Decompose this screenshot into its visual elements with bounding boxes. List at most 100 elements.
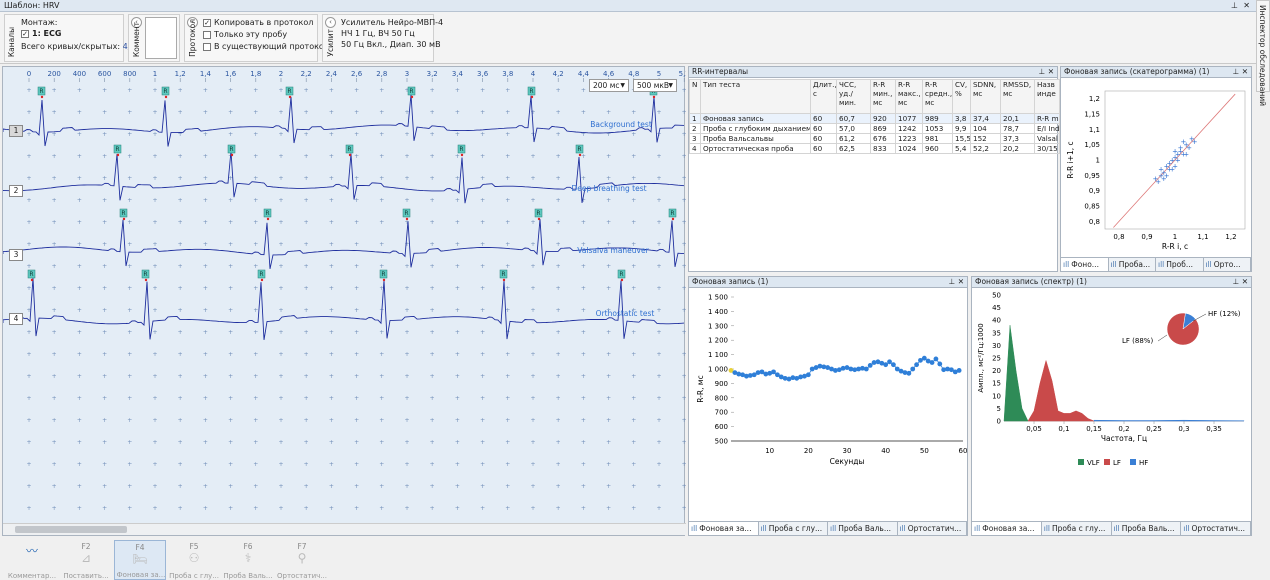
r-peak-marker[interactable] — [285, 86, 294, 96]
data-point[interactable] — [767, 370, 773, 376]
horizontal-scrollbar[interactable] — [3, 523, 686, 535]
line-tab[interactable]: ıll Проба Валь... — [828, 522, 898, 535]
data-point[interactable] — [786, 376, 792, 382]
data-point[interactable] — [918, 357, 923, 363]
data-point[interactable] — [763, 371, 769, 377]
data-point[interactable] — [894, 366, 900, 372]
data-point[interactable] — [747, 373, 753, 378]
close-icon[interactable]: ✕ — [1241, 67, 1248, 76]
data-point[interactable] — [860, 365, 865, 371]
collapse-icon[interactable]: ‹ — [131, 17, 142, 28]
data-point[interactable] — [836, 367, 842, 373]
fkey-button[interactable]: F6 ⚕ Проба Валь... — [222, 540, 274, 580]
pin-icon[interactable]: ⊥ — [1232, 67, 1239, 76]
fkey-button[interactable]: F4 🛏 Фоновая за... — [114, 540, 166, 580]
speed-select[interactable]: ▼ 200 мс — [589, 79, 629, 92]
data-point[interactable] — [794, 375, 800, 381]
table-row[interactable]: 3 Проба Вальсальвы 60 61,2 676 1223 981 15,5 152… — [689, 133, 1060, 144]
r-peak-marker[interactable] — [119, 208, 128, 218]
trace-number[interactable]: 3 — [9, 249, 23, 261]
r-peak-marker[interactable] — [527, 86, 536, 96]
data-point[interactable] — [829, 366, 834, 372]
pin-icon[interactable]: ⊥ — [1231, 1, 1238, 10]
data-point[interactable] — [848, 366, 854, 372]
close-icon[interactable]: ✕ — [1243, 1, 1250, 10]
data-point[interactable] — [867, 363, 873, 368]
scatter-tab[interactable]: ıll Фоно... — [1061, 258, 1109, 271]
data-point[interactable] — [833, 368, 838, 373]
r-peak-marker[interactable] — [617, 269, 626, 279]
r-peak-marker[interactable] — [402, 208, 411, 218]
data-point[interactable] — [732, 370, 738, 375]
data-point[interactable] — [821, 364, 827, 370]
r-peak-marker[interactable] — [499, 269, 508, 279]
data-point[interactable] — [921, 355, 927, 361]
montage-checkbox[interactable]: ✓ — [21, 29, 29, 38]
data-point[interactable] — [949, 367, 954, 373]
fkey-button[interactable]: F5 ⚇ Проба с глу... — [168, 540, 220, 580]
table-row[interactable]: 4 Ортостатическая проба 60 62,5 833 1024 960 5,… — [689, 143, 1060, 154]
line-tab[interactable]: ıll Фоновая за... — [689, 522, 759, 535]
collapse-icon[interactable]: ‹ — [325, 17, 336, 28]
spectrum-tab[interactable]: ıll Фоновая за... — [972, 522, 1042, 535]
data-point[interactable] — [759, 369, 765, 375]
spectrum-tab[interactable]: ıll Ортостатич... — [1181, 522, 1251, 535]
line-tab[interactable]: ıll Ортостатич... — [898, 522, 967, 535]
r-peak-marker[interactable] — [37, 86, 46, 96]
data-point[interactable] — [798, 374, 803, 380]
r-peak-marker[interactable] — [457, 144, 466, 154]
close-icon[interactable]: ✕ — [1047, 67, 1054, 76]
data-point[interactable] — [933, 356, 939, 362]
data-point[interactable] — [817, 363, 823, 369]
data-point[interactable] — [778, 374, 784, 380]
r-peak-marker[interactable] — [345, 144, 354, 154]
rr-column-header[interactable]: R-R мин., мс — [870, 79, 896, 114]
data-point[interactable] — [879, 360, 885, 366]
data-point[interactable] — [856, 366, 861, 372]
data-point[interactable] — [906, 370, 912, 376]
data-point[interactable] — [805, 372, 811, 378]
data-point[interactable] — [910, 366, 916, 372]
ecg-canvas[interactable]: 0 200 400 600 800 1 1,2 1,4 1,6 1,8 2 2,2 2,4 2,6 2,8 3… — [3, 67, 686, 537]
r-peak-marker[interactable] — [113, 144, 122, 154]
scrollbar-thumb[interactable] — [15, 526, 127, 533]
inspector-side-tab[interactable]: Инспектор обследований — [1256, 0, 1270, 106]
scatter-tab[interactable]: ıll Проба... — [1109, 258, 1156, 271]
rr-line-chart[interactable]: 1 500 1 400 1 300 1 200 1 100 1 000 900 800 700 6… — [689, 289, 967, 519]
data-point[interactable] — [825, 365, 831, 370]
trace-number[interactable]: 2 — [9, 185, 23, 197]
data-point[interactable] — [840, 365, 846, 371]
data-point[interactable] — [941, 367, 947, 373]
r-peak-marker[interactable] — [263, 208, 272, 218]
rr-column-header[interactable]: RMSSD, мс — [1000, 79, 1035, 114]
r-peak-marker[interactable] — [668, 208, 677, 218]
data-point[interactable] — [728, 368, 734, 373]
rr-column-header[interactable]: Длит., с — [810, 79, 837, 114]
gain-select[interactable]: ▼ 500 мкВ — [633, 79, 677, 92]
r-peak-marker[interactable] — [227, 144, 236, 154]
data-point[interactable] — [744, 373, 749, 379]
data-point[interactable] — [809, 366, 815, 372]
data-point[interactable] — [782, 375, 788, 381]
data-point[interactable] — [863, 366, 869, 372]
close-icon[interactable]: ✕ — [1241, 277, 1248, 286]
data-point[interactable] — [802, 373, 807, 379]
existing-checkbox[interactable] — [203, 42, 211, 51]
data-point[interactable] — [929, 360, 935, 365]
copy-to-protocol-option[interactable]: ✓ Копировать в протокол — [203, 18, 313, 27]
copy-checkbox[interactable]: ✓ — [203, 18, 211, 27]
r-peak-marker[interactable] — [379, 269, 388, 279]
r-peak-marker[interactable] — [141, 269, 150, 279]
data-point[interactable] — [925, 358, 931, 364]
data-point[interactable] — [813, 365, 819, 370]
fkey-button[interactable]: F7 ⚲ Ортостатич... — [276, 540, 328, 580]
scatter-tab[interactable]: ıll Проб... — [1156, 258, 1204, 271]
data-point[interactable] — [952, 369, 958, 375]
r-peak-marker[interactable] — [534, 208, 543, 218]
scatter-chart[interactable]: 1,2 1,15 1,1 1,05 1 0,95 0,9 0,85 0,8 0,8 0,9 1 1,1 1… — [1061, 79, 1251, 257]
comment-box[interactable] — [145, 17, 177, 59]
rr-column-header[interactable]: N — [689, 79, 701, 114]
pin-icon[interactable]: ⊥ — [1232, 277, 1239, 286]
trace-number[interactable]: 4 — [9, 313, 23, 325]
table-row[interactable]: 1 Фоновая запись 60 60,7 920 1077 989 3,8 37,4 20… — [689, 113, 1060, 124]
